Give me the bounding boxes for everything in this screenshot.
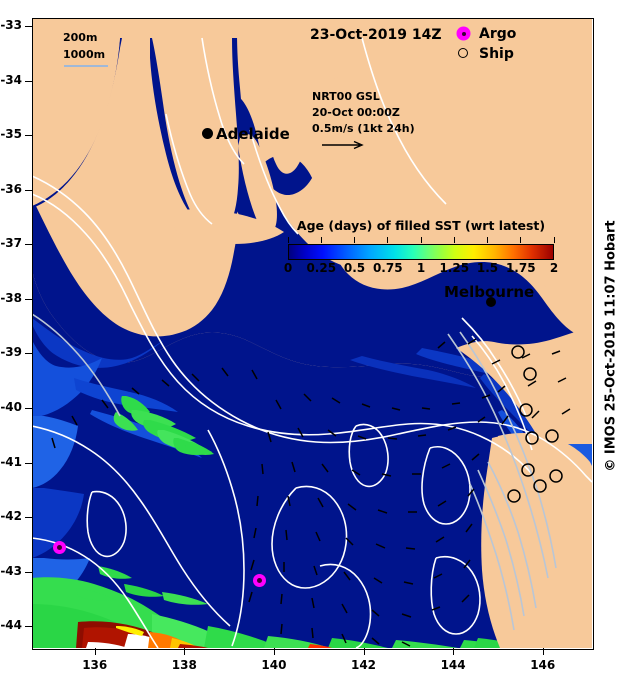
y-axis-tick-label: -40 [0,400,22,414]
y-axis-tick [25,353,32,355]
y-axis-tick-label: -34 [0,72,22,87]
y-axis-tick-label: -36 [0,181,22,196]
marker-legend: Argo Ship [455,24,516,64]
colorbar-tick [553,237,555,243]
y-axis-tick-label: -38 [0,290,22,305]
y-axis-tick [25,571,32,573]
legend-label-argo: Argo [479,26,517,42]
colorbar-tick [354,237,355,243]
x-axis-tick [184,648,186,655]
depth-legend-200m: 200m [63,31,98,44]
argo-marker-icon [455,24,475,44]
y-axis-tick-label: -37 [0,236,22,251]
ship-marker-icon [455,44,475,64]
melbourne-city-label: Melbourne [444,283,535,301]
x-axis-tick [453,648,455,655]
colorbar-tick-label: 0.25 [306,261,337,275]
velocity-vector-field [51,338,571,647]
x-axis-tick [542,648,544,655]
map-date-stamp: 23-Oct-2019 14Z [310,27,442,43]
legend-row-ship: Ship [455,44,516,64]
adelaide-city-label: Adelaide [216,125,290,143]
colorbar-tick [420,237,422,243]
colorbar-tick [487,237,488,243]
x-axis-tick-label: 142 [350,658,377,672]
colorbar-tick [387,237,389,243]
x-axis-tick-label: 140 [261,658,287,672]
contour-1000m [32,313,557,631]
y-axis-tick [25,135,32,137]
x-axis-tick-label: 138 [171,658,197,672]
map-plot-area: 200m 1000m 23-Oct-2019 14Z NRT00 GSL 20-… [32,18,592,648]
x-axis-tick-label: 136 [82,658,108,672]
colorbar-tick-marks [287,237,555,244]
x-axis-tick-label: 146 [530,658,556,672]
depth-legend-line [64,65,108,67]
colorbar-tick-label: 0.75 [372,261,403,275]
vector-scale-label: 0.5m/s (1kt 24h) [312,122,415,135]
argo-float-marker[interactable] [53,541,66,554]
credit-text: © IMOS 25-Oct-2019 11:07 Hobart [603,220,619,472]
melbourne-city-dot [486,297,496,307]
colorbar-tick [287,237,289,243]
colorbar-tick-labels: 0 0.25 0.5 0.75 1 1.25 1.5 1.75 2 [284,261,558,277]
argo-float-marker[interactable] [253,574,266,587]
colorbar-tick-label: 0 [283,261,293,275]
y-axis-tick [25,244,32,246]
x-axis-tick-label: 144 [440,658,466,672]
legend-row-argo: Argo [455,24,516,44]
colorbar-tick [453,237,455,243]
legend-label-ship: Ship [479,46,514,62]
y-axis-tick-label: -43 [0,563,22,578]
land-mass [32,18,592,648]
x-axis-tick [273,648,275,655]
y-axis-tick [25,26,32,28]
y-axis-tick [25,298,32,300]
y-axis-tick-label: -42 [0,509,22,524]
model-valid-time: 20-Oct 00:00Z [312,106,400,119]
colorbar-tick-label: 0.5 [343,261,366,275]
y-axis-tick-label: -39 [0,345,22,360]
credit-watermark: © IMOS 25-Oct-2019 11:07 Hobart [598,0,624,692]
colorbar-tick-label: 1 [416,261,426,275]
y-axis-tick-label: -33 [0,18,22,33]
map-canvas [32,18,592,648]
x-axis-tick [363,648,365,655]
y-axis-tick-label: -44 [0,618,22,633]
colorbar-tick-label: 1.25 [439,261,470,275]
y-axis-tick [25,626,32,628]
colorbar-tick [320,237,322,243]
colorbar-tick-label: 1.5 [476,261,499,275]
argo-float-core [57,545,62,550]
vector-scale-arrow-icon [322,140,364,150]
model-product-label: NRT00 GSL [312,90,380,103]
colorbar-tick-label: 2 [549,261,559,275]
y-axis-tick-label: -41 [0,454,22,469]
colorbar-title: Age (days) of filled SST (wrt latest) [296,218,546,233]
sst-age-field [32,18,592,648]
colorbar-tick-label: 1.75 [505,261,536,275]
argo-float-core [257,578,262,583]
ship-observation-markers [507,345,563,503]
colorbar-gradient [288,244,554,260]
y-axis-tick [25,517,32,519]
y-axis-tick [25,462,32,464]
y-axis-tick [25,189,32,191]
y-axis-tick-label: -35 [0,127,22,142]
y-axis-tick [25,80,32,82]
colorbar-tick [520,237,522,243]
x-axis-tick [94,648,96,655]
adelaide-city-dot [202,128,213,139]
y-axis-tick [25,408,32,409]
depth-legend-1000m: 1000m [63,48,106,61]
